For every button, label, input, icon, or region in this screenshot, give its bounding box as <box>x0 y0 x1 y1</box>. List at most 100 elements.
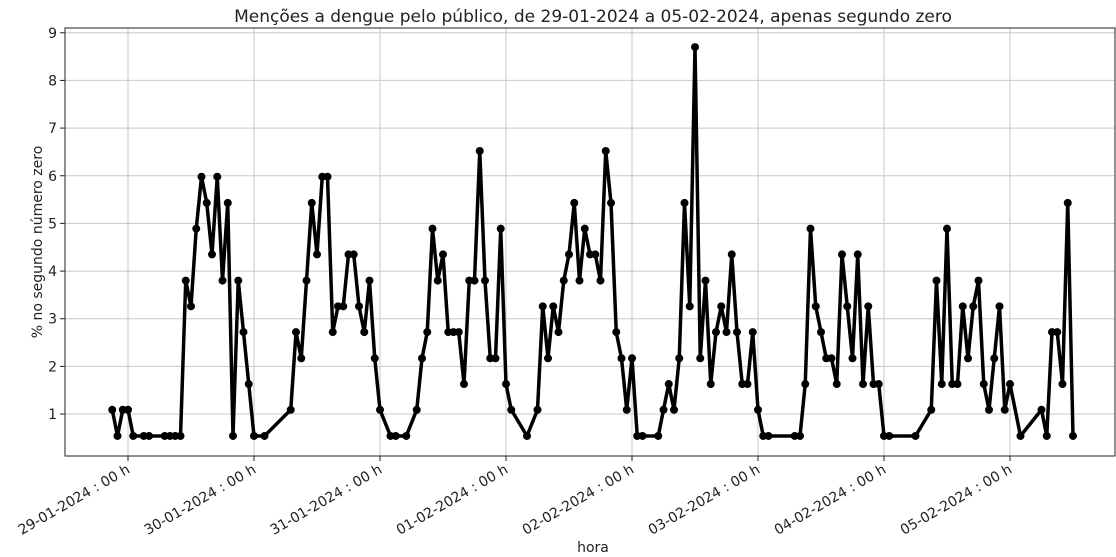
marker <box>229 431 237 440</box>
marker <box>622 405 631 414</box>
marker <box>754 405 762 414</box>
marker <box>859 380 867 389</box>
marker <box>817 328 825 337</box>
marker <box>108 405 117 414</box>
marker <box>234 276 243 285</box>
marker <box>360 328 369 337</box>
y-tick-label: 1 <box>48 407 57 423</box>
marker <box>297 354 306 363</box>
marker <box>969 302 978 311</box>
chart-title: Menções a dengue pelo público, de 29-01-… <box>234 7 952 27</box>
marker <box>544 354 552 363</box>
x-tick-label: 01-02-2024 : 00 h <box>394 462 511 539</box>
y-tick-label: 7 <box>48 121 57 137</box>
marker <box>538 302 547 311</box>
marker <box>559 276 568 285</box>
marker <box>985 405 993 414</box>
x-tick-label: 29-01-2024 : 00 h <box>16 462 133 539</box>
marker <box>176 431 185 440</box>
marker <box>475 146 484 155</box>
marker <box>491 354 500 363</box>
marker <box>250 431 258 440</box>
marker <box>260 431 269 440</box>
marker <box>1053 328 1062 337</box>
x-tick-label: 30-01-2024 : 00 h <box>142 462 259 539</box>
marker <box>796 431 804 440</box>
marker <box>722 328 731 337</box>
marker <box>481 276 489 285</box>
marker <box>570 198 579 207</box>
marker <box>223 198 232 207</box>
marker <box>307 198 316 207</box>
marker <box>1063 198 1072 207</box>
marker <box>549 302 558 311</box>
marker <box>979 380 988 389</box>
x-tick-label: 04-02-2024 : 00 h <box>772 462 889 539</box>
marker <box>239 328 248 337</box>
marker <box>218 276 227 285</box>
marker <box>339 302 348 311</box>
marker <box>601 146 610 155</box>
marker <box>124 405 132 414</box>
marker <box>764 431 773 440</box>
marker <box>391 431 400 440</box>
marker <box>864 302 873 311</box>
marker <box>129 431 138 440</box>
marker <box>533 405 542 414</box>
marker <box>943 224 951 233</box>
y-tick-label: 3 <box>48 312 57 328</box>
marker <box>370 354 379 363</box>
marker <box>811 302 820 311</box>
marker <box>874 380 883 389</box>
marker <box>313 250 321 259</box>
marker <box>192 224 201 233</box>
marker <box>113 431 122 440</box>
marker <box>832 380 841 389</box>
marker <box>1016 431 1025 440</box>
marker <box>838 250 846 259</box>
marker <box>496 224 505 233</box>
marker <box>717 302 726 311</box>
marker <box>801 380 810 389</box>
marker <box>213 172 222 181</box>
marker <box>680 198 689 207</box>
marker <box>502 380 510 389</box>
marker <box>1037 405 1046 414</box>
marker <box>355 302 363 311</box>
marker <box>974 276 983 285</box>
marker <box>937 380 946 389</box>
marker <box>964 354 972 363</box>
marker <box>402 431 411 440</box>
marker <box>433 276 442 285</box>
marker <box>1069 431 1077 440</box>
marker <box>685 302 694 311</box>
marker <box>596 276 605 285</box>
marker <box>470 276 479 285</box>
y-tick-label: 6 <box>48 169 57 185</box>
x-tick-label: 02-02-2024 : 00 h <box>520 462 637 539</box>
marker <box>197 172 206 181</box>
x-tick-label: 31-01-2024 : 00 h <box>268 462 385 539</box>
marker <box>292 328 300 337</box>
marker <box>995 302 1004 311</box>
marker <box>659 405 668 414</box>
marker <box>733 328 741 337</box>
marker <box>145 431 153 440</box>
marker <box>675 354 684 363</box>
x-axis-label: hora <box>577 540 609 556</box>
marker <box>328 328 337 337</box>
marker <box>1042 431 1051 440</box>
y-tick-label: 9 <box>48 26 57 42</box>
marker <box>323 172 332 181</box>
y-tick-label: 4 <box>48 264 57 280</box>
marker <box>953 380 962 389</box>
marker <box>706 380 715 389</box>
marker <box>806 224 815 233</box>
marker <box>208 250 216 259</box>
marker <box>302 276 311 285</box>
marker <box>932 276 941 285</box>
marker <box>743 380 752 389</box>
marker <box>349 250 358 259</box>
marker <box>927 405 936 414</box>
